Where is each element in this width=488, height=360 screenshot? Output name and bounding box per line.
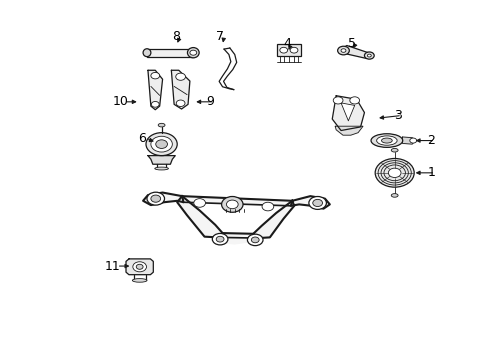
Circle shape xyxy=(366,54,370,57)
Circle shape xyxy=(279,47,287,53)
Text: 7: 7 xyxy=(216,30,224,43)
Circle shape xyxy=(337,46,348,55)
Ellipse shape xyxy=(187,48,199,58)
Circle shape xyxy=(175,73,185,80)
Ellipse shape xyxy=(155,167,168,170)
Bar xyxy=(277,44,300,56)
Circle shape xyxy=(136,264,143,269)
Text: 3: 3 xyxy=(393,109,401,122)
Circle shape xyxy=(151,72,159,79)
Circle shape xyxy=(151,102,159,107)
Polygon shape xyxy=(290,196,329,209)
Polygon shape xyxy=(340,45,370,58)
Polygon shape xyxy=(334,126,362,135)
Circle shape xyxy=(212,233,227,245)
Polygon shape xyxy=(177,196,222,237)
Circle shape xyxy=(251,237,259,243)
Circle shape xyxy=(409,138,416,143)
Circle shape xyxy=(147,192,164,205)
Circle shape xyxy=(308,197,326,210)
Polygon shape xyxy=(182,196,292,206)
Polygon shape xyxy=(126,259,153,275)
Circle shape xyxy=(133,262,146,272)
Polygon shape xyxy=(253,201,294,238)
Ellipse shape xyxy=(381,138,391,143)
Text: 11: 11 xyxy=(105,260,121,273)
Circle shape xyxy=(156,140,167,148)
Circle shape xyxy=(364,52,373,59)
Circle shape xyxy=(374,158,413,187)
Circle shape xyxy=(216,236,224,242)
Circle shape xyxy=(189,50,196,55)
Text: 10: 10 xyxy=(112,95,128,108)
Circle shape xyxy=(176,100,184,107)
Circle shape xyxy=(262,202,273,211)
Bar xyxy=(147,49,193,57)
Polygon shape xyxy=(143,193,183,205)
Polygon shape xyxy=(148,156,175,164)
Text: 1: 1 xyxy=(427,166,434,179)
Circle shape xyxy=(332,97,342,104)
Text: 8: 8 xyxy=(172,30,180,43)
Circle shape xyxy=(221,197,243,212)
Text: 5: 5 xyxy=(347,37,355,50)
Text: 6: 6 xyxy=(138,132,146,145)
Polygon shape xyxy=(340,103,354,121)
Ellipse shape xyxy=(390,194,397,197)
Polygon shape xyxy=(331,96,364,131)
Polygon shape xyxy=(171,70,189,109)
Ellipse shape xyxy=(132,279,147,282)
Circle shape xyxy=(340,49,345,52)
Ellipse shape xyxy=(143,49,151,57)
Circle shape xyxy=(151,195,160,202)
Circle shape xyxy=(289,47,297,53)
Circle shape xyxy=(146,133,177,156)
Ellipse shape xyxy=(390,148,397,152)
Text: 2: 2 xyxy=(427,134,434,147)
Circle shape xyxy=(193,199,205,207)
Circle shape xyxy=(349,97,359,104)
Polygon shape xyxy=(402,137,414,144)
Polygon shape xyxy=(148,70,162,110)
Text: 4: 4 xyxy=(283,37,291,50)
Circle shape xyxy=(247,234,263,246)
Circle shape xyxy=(151,136,172,152)
Polygon shape xyxy=(217,233,258,244)
Circle shape xyxy=(387,168,400,177)
Circle shape xyxy=(226,200,238,209)
Ellipse shape xyxy=(158,123,164,127)
Circle shape xyxy=(312,199,322,207)
Ellipse shape xyxy=(376,136,396,145)
Ellipse shape xyxy=(370,134,402,147)
Text: 9: 9 xyxy=(206,95,214,108)
